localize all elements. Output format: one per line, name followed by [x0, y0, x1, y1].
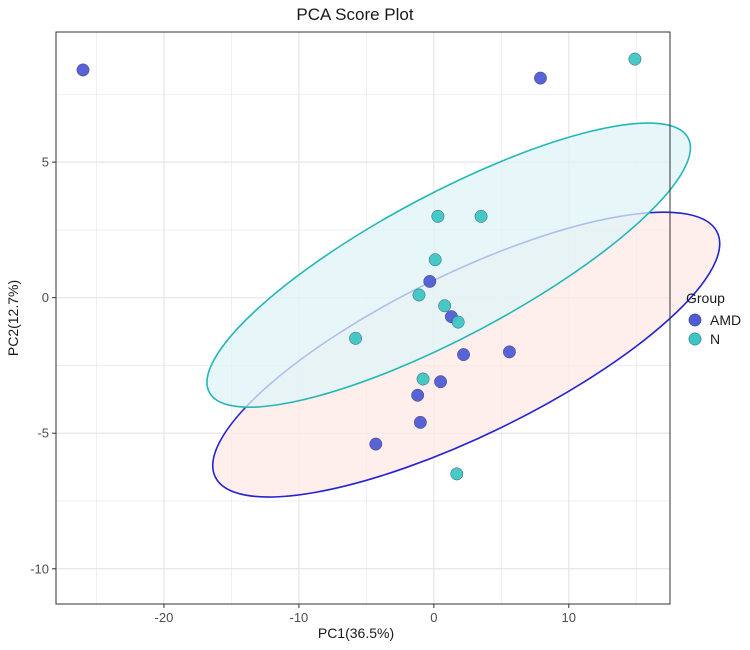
confidence-ellipse-n: [206, 122, 692, 409]
data-point-amd: [534, 71, 547, 85]
data-point-amd: [369, 437, 383, 451]
x-tick-label: 10: [562, 610, 576, 625]
x-tick-label: -10: [290, 610, 309, 625]
data-point-n: [428, 253, 442, 267]
data-point-n: [450, 467, 464, 481]
legend-key-amd: [688, 313, 702, 327]
plot-border: [55, 31, 671, 605]
data-point-n: [438, 299, 452, 313]
data-point-amd: [457, 348, 470, 361]
data-point-amd: [423, 275, 437, 288]
data-point-amd: [503, 345, 516, 359]
legend-label-n: N: [710, 331, 720, 347]
chart-title: PCA Score Plot: [296, 5, 413, 24]
y-tick-label: -10: [30, 561, 49, 576]
legend-label-amd: AMD: [710, 312, 741, 328]
y-tick-label: 0: [42, 290, 49, 305]
x-axis-ticks: -20 -10 0 10: [155, 604, 576, 625]
y-tick-label: -5: [37, 426, 49, 441]
data-point-n: [628, 52, 642, 66]
legend-title: Group: [686, 290, 725, 306]
legend: Group AMD N: [686, 290, 741, 347]
x-tick-label: 0: [430, 610, 437, 625]
data-point-amd: [411, 388, 425, 402]
x-axis-label: PC1(36.5%): [318, 625, 394, 641]
y-axis-ticks: -10 -5 0 5: [30, 155, 56, 576]
data-point-n: [349, 331, 362, 345]
data-points: [76, 52, 642, 481]
data-point-n: [474, 209, 488, 223]
data-point-n: [451, 315, 465, 329]
data-point-amd: [434, 375, 447, 389]
y-axis-label: PC2(12.7%): [5, 280, 21, 356]
legend-key-n: [688, 332, 702, 346]
data-point-amd: [76, 63, 90, 77]
data-point-n: [431, 209, 445, 223]
y-tick-label: 5: [42, 155, 49, 170]
x-tick-label: -20: [155, 610, 174, 625]
data-point-n: [412, 288, 426, 302]
data-point-n: [416, 372, 430, 386]
data-point-amd: [413, 415, 427, 429]
plot-border-rect: [55, 31, 671, 605]
